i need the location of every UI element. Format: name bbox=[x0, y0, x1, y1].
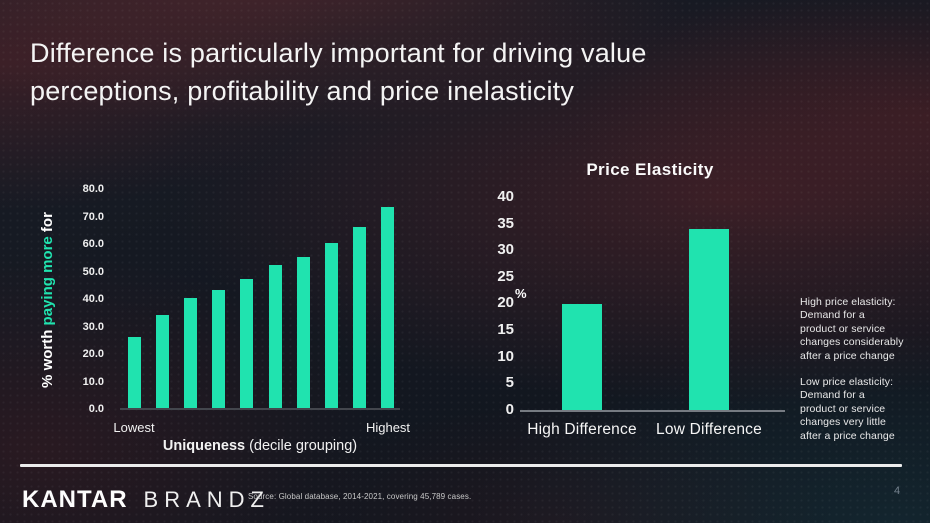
right-chart-plot-area bbox=[520, 197, 785, 412]
uniqueness-bar-decile-5 bbox=[240, 278, 254, 408]
price-elasticity-bar-low-difference bbox=[689, 228, 729, 410]
uniqueness-bar-decile-6 bbox=[268, 265, 282, 408]
left-y-tick-label: 80.0 bbox=[82, 183, 104, 195]
left-y-tick-label: 20.0 bbox=[82, 348, 104, 360]
left-y-tick-label: 10.0 bbox=[82, 375, 104, 388]
brandz-logo-text: BRANDZ bbox=[143, 487, 270, 512]
page-number: 4 bbox=[894, 485, 901, 497]
x-axis-title-bold: Uniqueness bbox=[162, 438, 246, 454]
right-y-tick-label: 35 bbox=[497, 214, 514, 232]
right-y-tick-label: 40 bbox=[497, 188, 514, 205]
price-elasticity-chart: Price Elasticity 40 35 30 25 20 15 10 5 0 % High… bbox=[470, 155, 810, 455]
x-axis-min-label: Lowest bbox=[113, 420, 155, 435]
uniqueness-bar-decile-2 bbox=[156, 314, 170, 408]
left-y-tick-label: 70.0 bbox=[82, 210, 104, 223]
left-chart-plot-area bbox=[120, 190, 400, 410]
left-y-tick-label: 40.0 bbox=[82, 293, 104, 305]
right-y-tick-label: 30 bbox=[497, 241, 514, 259]
price-elasticity-bar-high-difference bbox=[562, 303, 602, 410]
right-y-tick-label: 15 bbox=[497, 321, 514, 338]
left-y-tick-label: 0.0 bbox=[88, 403, 104, 415]
uniqueness-bar-decile-10 bbox=[380, 207, 394, 408]
left-chart-y-axis-label: % worth paying more for bbox=[39, 170, 65, 430]
uniqueness-bar-decile-9 bbox=[352, 226, 366, 408]
uniqueness-bar-decile-3 bbox=[184, 298, 198, 408]
uniqueness-bar-decile-7 bbox=[296, 256, 310, 408]
kantar-logo-text: KANTAR bbox=[22, 486, 128, 513]
uniqueness-chart: % worth paying more for 80.0 70.0 60.0 50.0… bbox=[38, 180, 468, 480]
x-axis-max-label: Highest bbox=[365, 420, 411, 435]
right-y-tick-label: 0 bbox=[505, 400, 514, 418]
left-y-tick-label: 60.0 bbox=[82, 238, 104, 250]
uniqueness-bar-decile-1 bbox=[128, 336, 141, 408]
x-axis-title-rest: (decile grouping) bbox=[245, 438, 358, 454]
category-label-low-difference: Low Difference bbox=[656, 421, 762, 438]
right-y-tick-label: 5 bbox=[505, 374, 514, 392]
y-label-highlight: paying more bbox=[39, 236, 56, 326]
low-elasticity-note: Low price elasticity: Demand for a produ… bbox=[800, 376, 895, 442]
left-chart-y-axis-ticks: 80.0 70.0 60.0 50.0 40.0 30.0 20.0 10.0 0.0 bbox=[64, 183, 104, 415]
slide-title: Difference is particularly important for… bbox=[30, 38, 647, 106]
y-label-prefix: % worth bbox=[39, 325, 56, 388]
category-label-high-difference: High Difference bbox=[527, 421, 637, 438]
y-label-suffix: for bbox=[39, 212, 56, 237]
footer-divider-line bbox=[20, 464, 902, 467]
source-note: Source: Global database, 2014-2021, cove… bbox=[248, 492, 472, 501]
right-y-tick-label: 20 bbox=[497, 294, 514, 312]
uniqueness-bar-decile-8 bbox=[324, 243, 338, 408]
right-chart-y-axis-unit: % bbox=[515, 286, 527, 301]
high-elasticity-note: High price elasticity: Demand for a prod… bbox=[800, 296, 904, 362]
right-chart-title: Price Elasticity bbox=[586, 160, 714, 179]
left-y-tick-label: 30.0 bbox=[82, 320, 104, 333]
right-y-tick-label: 25 bbox=[497, 267, 514, 285]
left-y-tick-label: 50.0 bbox=[82, 265, 104, 278]
uniqueness-bar-decile-4 bbox=[212, 289, 226, 408]
left-chart-x-axis-title: Uniqueness (decile grouping) bbox=[163, 438, 357, 454]
right-chart-y-axis-ticks: 40 35 30 25 20 15 10 5 0 bbox=[470, 188, 514, 418]
elasticity-annotations: High price elasticity: Demand for a prod… bbox=[800, 296, 930, 456]
right-y-tick-label: 10 bbox=[497, 347, 514, 365]
kantar-brandz-logo: KANTAR BRANDZ bbox=[22, 486, 270, 514]
